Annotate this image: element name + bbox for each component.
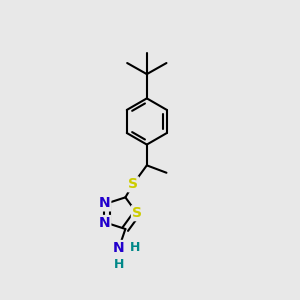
Text: S: S [132, 206, 142, 220]
Text: N: N [113, 241, 125, 255]
Text: H: H [130, 242, 140, 254]
Text: N: N [99, 196, 110, 210]
Text: H: H [114, 258, 124, 271]
Text: S: S [128, 177, 138, 191]
Text: N: N [99, 216, 110, 230]
